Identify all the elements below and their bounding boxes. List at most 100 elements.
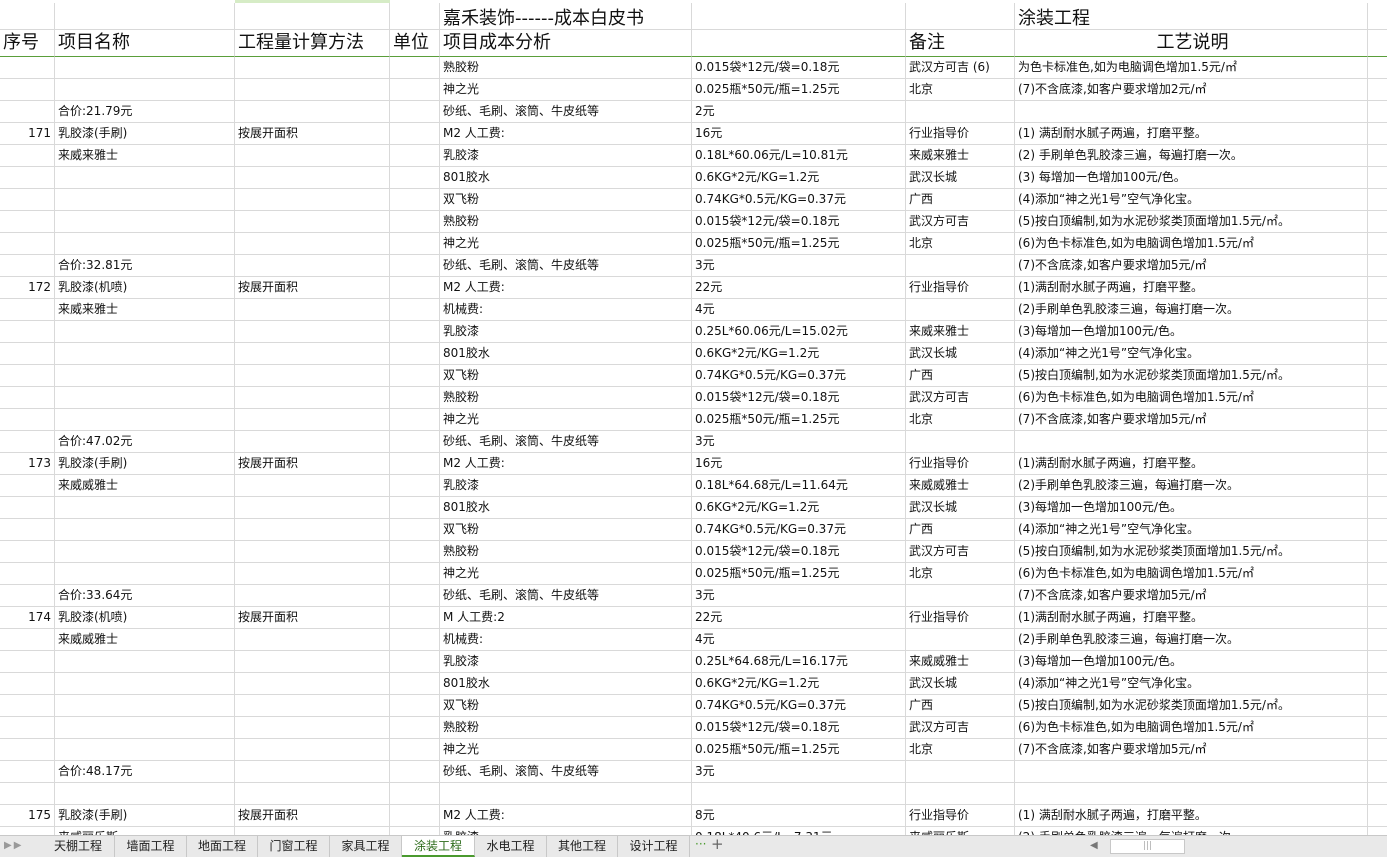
cell-cost-formula[interactable]: 0.015袋*12元/袋=0.18元 bbox=[692, 387, 906, 409]
cell-remark[interactable]: 武汉方可吉 bbox=[906, 717, 1015, 739]
cell-process-note[interactable]: 为色卡标准色,如为电脑调色增加1.5元/㎡ bbox=[1015, 57, 1368, 79]
cell-extra[interactable] bbox=[1368, 101, 1387, 123]
cell-cost-formula[interactable]: 3元 bbox=[692, 585, 906, 607]
cell-cost-formula[interactable]: 0.6KG*2元/KG=1.2元 bbox=[692, 167, 906, 189]
cell-cost-formula[interactable]: 0.025瓶*50元/瓶=1.25元 bbox=[692, 563, 906, 585]
cell-calc-method[interactable] bbox=[235, 739, 390, 761]
cell-cost-formula[interactable] bbox=[692, 783, 906, 805]
cell-unit[interactable] bbox=[390, 827, 440, 835]
cell-seq[interactable] bbox=[0, 189, 55, 211]
cell-process-note[interactable]: (7)不含底漆,如客户要求增加5元/㎡ bbox=[1015, 739, 1368, 761]
cell-cost-formula[interactable]: 0.015袋*12元/袋=0.18元 bbox=[692, 211, 906, 233]
cell-seq[interactable] bbox=[0, 827, 55, 835]
cell-process-note[interactable]: (2) 手刷单色乳胶漆三遍，每遍打磨一次。 bbox=[1015, 145, 1368, 167]
cell-item-name[interactable]: 乳胶漆(手刷) bbox=[55, 123, 235, 145]
cell-remark[interactable]: 行业指导价 bbox=[906, 453, 1015, 475]
cell-unit[interactable] bbox=[390, 607, 440, 629]
cell-cost-item[interactable]: 双飞粉 bbox=[440, 189, 692, 211]
cell-remark[interactable] bbox=[906, 629, 1015, 651]
cell-process-note[interactable]: (1)满刮耐水腻子两遍，打磨平整。 bbox=[1015, 453, 1368, 475]
cell-cost-item[interactable]: 神之光 bbox=[440, 79, 692, 101]
cell-item-name[interactable] bbox=[55, 321, 235, 343]
cell-extra[interactable] bbox=[1368, 739, 1387, 761]
cell-cost-formula[interactable]: 4元 bbox=[692, 299, 906, 321]
cell-process-note[interactable]: (7)不含底漆,如客户要求增加5元/㎡ bbox=[1015, 255, 1368, 277]
cell-item-name[interactable]: 乳胶漆(机喷) bbox=[55, 277, 235, 299]
cell-process-note[interactable]: (2)手刷单色乳胶漆三遍，每遍打磨一次。 bbox=[1015, 299, 1368, 321]
cell-unit[interactable] bbox=[390, 673, 440, 695]
cell-process-note[interactable]: (5)按白顶编制,如为水泥砂浆类顶面增加1.5元/㎡。 bbox=[1015, 365, 1368, 387]
cell-extra[interactable] bbox=[1368, 453, 1387, 475]
cell-cost-item[interactable]: 双飞粉 bbox=[440, 695, 692, 717]
cell-unit[interactable] bbox=[390, 79, 440, 101]
cell-seq[interactable] bbox=[0, 761, 55, 783]
cell-calc-method[interactable] bbox=[235, 321, 390, 343]
cell-unit[interactable] bbox=[390, 3, 440, 30]
cell-extra[interactable] bbox=[1368, 299, 1387, 321]
cell-remark[interactable]: 行业指导价 bbox=[906, 805, 1015, 827]
cell-unit[interactable] bbox=[390, 695, 440, 717]
cell-process-note[interactable]: (6)为色卡标准色,如为电脑调色增加1.5元/㎡ bbox=[1015, 717, 1368, 739]
cell-cost-formula[interactable]: 3元 bbox=[692, 761, 906, 783]
cell-calc-method[interactable] bbox=[235, 717, 390, 739]
add-sheet-button[interactable]: + bbox=[711, 835, 724, 853]
cell-process-note[interactable]: (3) 每增加一色增加100元/色。 bbox=[1015, 167, 1368, 189]
cell-seq[interactable] bbox=[0, 3, 55, 30]
cell-process-note[interactable] bbox=[1015, 761, 1368, 783]
cell-cost-formula[interactable]: 0.025瓶*50元/瓶=1.25元 bbox=[692, 79, 906, 101]
cell-extra[interactable] bbox=[1368, 585, 1387, 607]
cell-seq[interactable] bbox=[0, 409, 55, 431]
cell-process-note[interactable]: (6)为色卡标准色,如为电脑调色增加1.5元/㎡ bbox=[1015, 387, 1368, 409]
cell-calc-method[interactable] bbox=[235, 541, 390, 563]
cell-cost-item[interactable]: 乳胶漆 bbox=[440, 651, 692, 673]
cell-process-note[interactable] bbox=[1015, 101, 1368, 123]
cell-unit[interactable] bbox=[390, 563, 440, 585]
cell-remark[interactable]: 行业指导价 bbox=[906, 607, 1015, 629]
cell-cost-item[interactable]: M2 人工费: bbox=[440, 123, 692, 145]
cell-remark[interactable] bbox=[906, 585, 1015, 607]
cell-process-note[interactable]: (6)为色卡标准色,如为电脑调色增加1.5元/㎡ bbox=[1015, 233, 1368, 255]
cell-cost-formula[interactable]: 0.74KG*0.5元/KG=0.37元 bbox=[692, 189, 906, 211]
cell-cost-item[interactable]: 砂纸、毛刷、滚筒、牛皮纸等 bbox=[440, 431, 692, 453]
cell-item-name[interactable] bbox=[55, 497, 235, 519]
cell-calc-method[interactable] bbox=[235, 101, 390, 123]
cell-calc-method[interactable] bbox=[235, 409, 390, 431]
cell-remark[interactable] bbox=[906, 783, 1015, 805]
cell-calc-method[interactable] bbox=[235, 783, 390, 805]
cell-cost-item[interactable]: 双飞粉 bbox=[440, 365, 692, 387]
cell-extra[interactable] bbox=[1368, 255, 1387, 277]
cell-item-name[interactable]: 合价:48.17元 bbox=[55, 761, 235, 783]
cell-unit[interactable] bbox=[390, 321, 440, 343]
cell-cost-item[interactable]: 乳胶漆 bbox=[440, 475, 692, 497]
sheet-tab[interactable]: 设计工程 bbox=[618, 836, 690, 857]
cell-extra[interactable] bbox=[1368, 409, 1387, 431]
cell-cost-item[interactable]: 砂纸、毛刷、滚筒、牛皮纸等 bbox=[440, 585, 692, 607]
cell-extra[interactable] bbox=[1368, 3, 1387, 30]
cell-extra[interactable] bbox=[1368, 211, 1387, 233]
cell-remark[interactable]: 北京 bbox=[906, 409, 1015, 431]
cell-cost-item[interactable]: 801胶水 bbox=[440, 343, 692, 365]
cell-cost-formula[interactable]: 16元 bbox=[692, 123, 906, 145]
cell-unit[interactable] bbox=[390, 189, 440, 211]
cell-extra[interactable] bbox=[1368, 145, 1387, 167]
cell-unit[interactable] bbox=[390, 431, 440, 453]
cell-unit[interactable] bbox=[390, 387, 440, 409]
cell-extra[interactable] bbox=[1368, 57, 1387, 79]
cell-item-name[interactable] bbox=[55, 211, 235, 233]
cell-cost-formula[interactable]: 0.25L*60.06元/L=15.02元 bbox=[692, 321, 906, 343]
cell-item-name[interactable] bbox=[55, 563, 235, 585]
cell-process-note[interactable]: (1)满刮耐水腻子两遍，打磨平整。 bbox=[1015, 607, 1368, 629]
cell-calc-method[interactable] bbox=[235, 57, 390, 79]
cell-item-name[interactable] bbox=[55, 57, 235, 79]
cell-unit[interactable] bbox=[390, 475, 440, 497]
cell-extra[interactable] bbox=[1368, 365, 1387, 387]
cell-seq[interactable] bbox=[0, 541, 55, 563]
cell-extra[interactable] bbox=[1368, 343, 1387, 365]
cell-process-note[interactable]: (5)按白顶编制,如为水泥砂浆类顶面增加1.5元/㎡。 bbox=[1015, 695, 1368, 717]
cell-seq[interactable] bbox=[0, 101, 55, 123]
cell-seq[interactable] bbox=[0, 233, 55, 255]
cell-item-name[interactable] bbox=[55, 167, 235, 189]
cell-seq[interactable] bbox=[0, 475, 55, 497]
cell-seq[interactable]: 174 bbox=[0, 607, 55, 629]
cell-remark[interactable]: 来威丽乐斯 bbox=[906, 827, 1015, 835]
